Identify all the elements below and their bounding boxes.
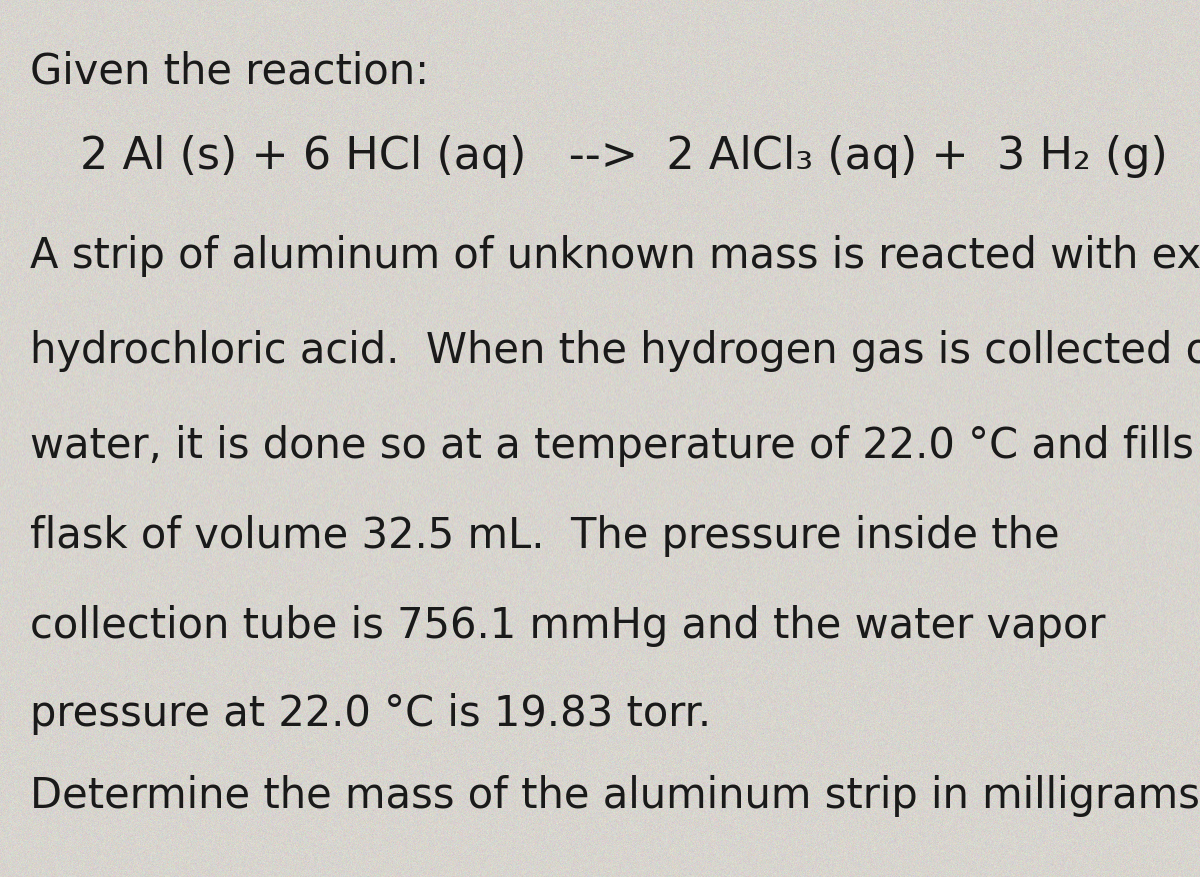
Text: 2 Al (s) + 6 HCl (aq)   -->  2 AlCl₃ (aq) +  3 H₂ (g): 2 Al (s) + 6 HCl (aq) --> 2 AlCl₃ (aq) +… xyxy=(80,135,1168,178)
Text: A strip of aluminum of unknown mass is reacted with excess: A strip of aluminum of unknown mass is r… xyxy=(30,235,1200,276)
Text: pressure at 22.0 °C is 19.83 torr.: pressure at 22.0 °C is 19.83 torr. xyxy=(30,692,712,734)
Text: Given the reaction:: Given the reaction: xyxy=(30,50,430,92)
Text: collection tube is 756.1 mmHg and the water vapor: collection tube is 756.1 mmHg and the wa… xyxy=(30,604,1105,646)
Text: hydrochloric acid.  When the hydrogen gas is collected over: hydrochloric acid. When the hydrogen gas… xyxy=(30,330,1200,372)
Text: water, it is done so at a temperature of 22.0 °C and fills a: water, it is done so at a temperature of… xyxy=(30,424,1200,467)
Text: Determine the mass of the aluminum strip in milligrams (mg).: Determine the mass of the aluminum strip… xyxy=(30,774,1200,816)
Text: flask of volume 32.5 mL.  The pressure inside the: flask of volume 32.5 mL. The pressure in… xyxy=(30,515,1060,556)
